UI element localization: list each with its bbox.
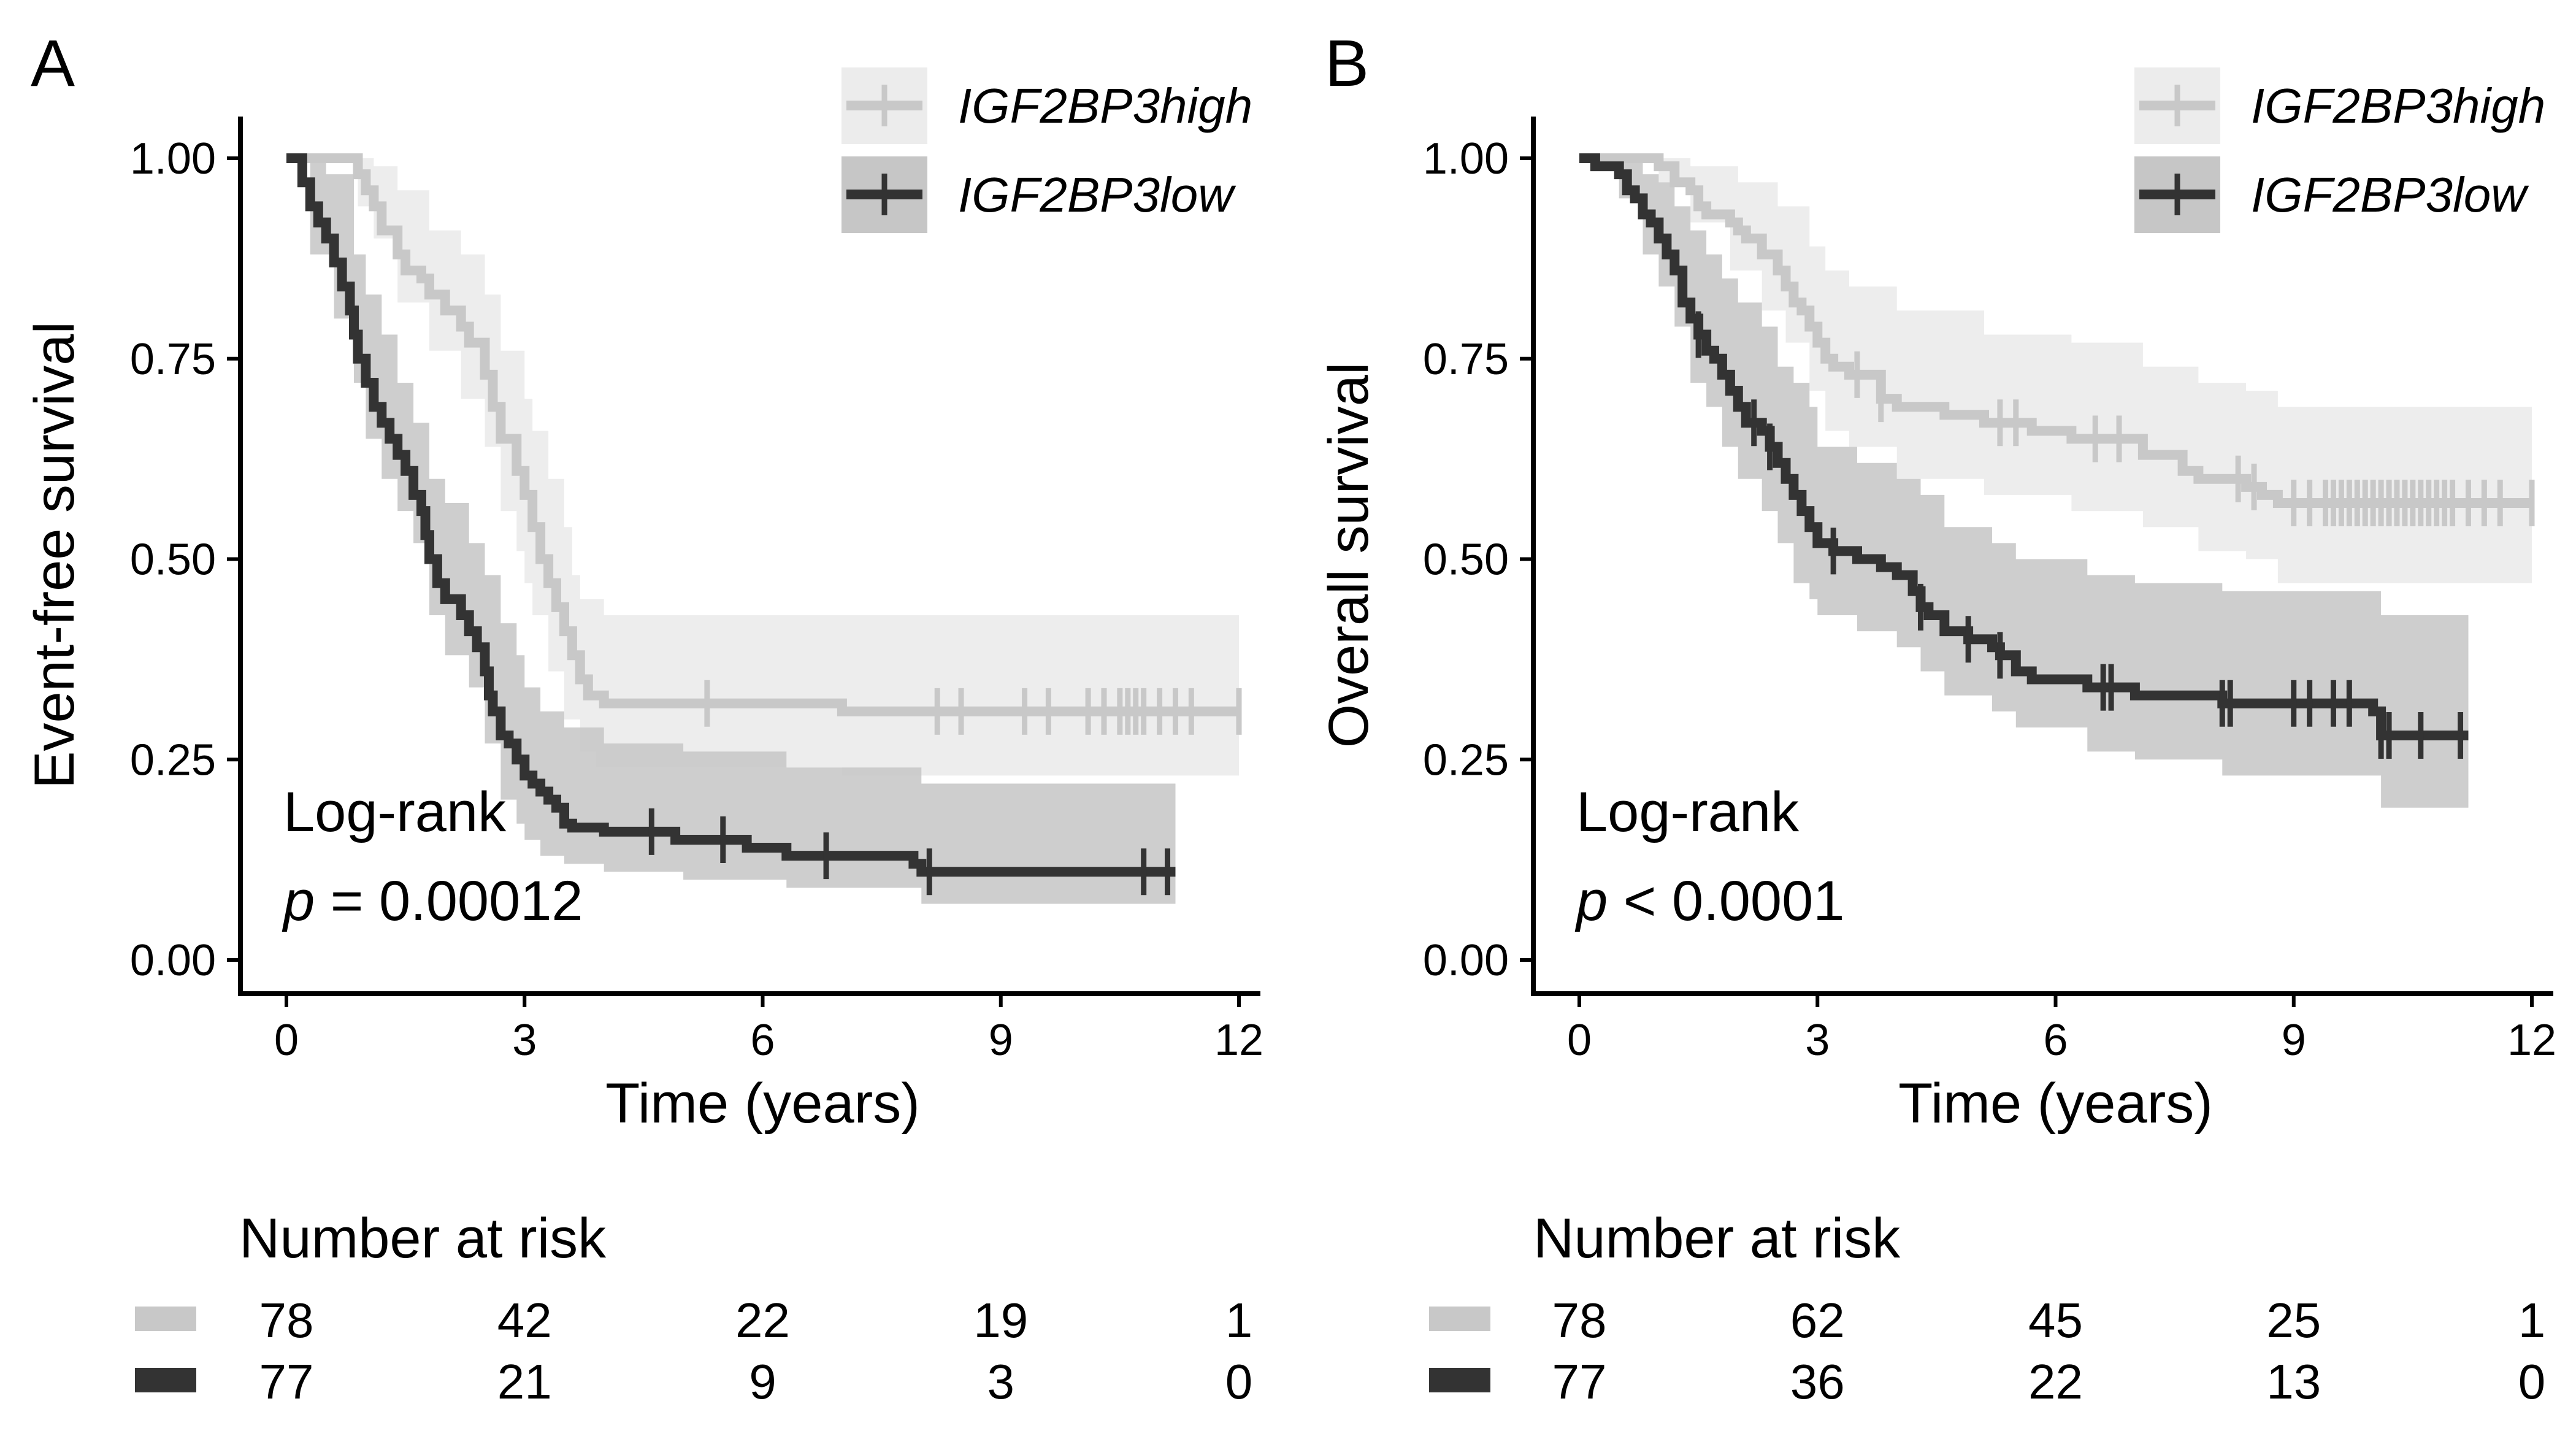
- risk-count: 0: [2518, 1354, 2546, 1409]
- risk-count: 25: [2266, 1293, 2321, 1348]
- y-tick-label: 0.50: [130, 535, 216, 585]
- risk-count: 22: [2028, 1354, 2083, 1409]
- risk-count: 78: [259, 1293, 314, 1348]
- confidence-band-igf2bp3high: [286, 158, 1239, 784]
- p-value-text: < 0.0001: [1608, 870, 1844, 932]
- risk-count: 36: [1790, 1354, 1845, 1409]
- x-tick-label: 9: [2282, 1016, 2306, 1065]
- confidence-band-igf2bp3low: [1579, 158, 2469, 816]
- x-tick-label: 6: [750, 1016, 775, 1065]
- y-axis-title: Overall survival: [1317, 363, 1380, 748]
- x-tick-label: 12: [2507, 1016, 2556, 1065]
- legend-label-igf2bp3high: IGF2BP3high: [2251, 79, 2545, 133]
- risk-count: 21: [497, 1354, 552, 1409]
- x-tick-label: 12: [1214, 1016, 1263, 1065]
- y-tick-label: 0.25: [1423, 735, 1509, 785]
- x-axis-title: Time (years): [1898, 1072, 2213, 1135]
- y-tick-label: 0.25: [130, 735, 216, 785]
- p-value-label: p < 0.0001: [1574, 870, 1844, 932]
- risk-count: 77: [1552, 1354, 1607, 1409]
- risk-row-swatch-igf2bp3low: [135, 1368, 196, 1392]
- risk-count: 77: [259, 1354, 314, 1409]
- risk-row-swatch-igf2bp3high: [1429, 1307, 1490, 1331]
- confidence-band-igf2bp3low: [286, 158, 1176, 912]
- p-value-label: p = 0.00012: [282, 870, 583, 932]
- risk-count: 9: [749, 1354, 776, 1409]
- y-tick-label: 1.00: [130, 134, 216, 183]
- risk-count: 13: [2266, 1354, 2321, 1409]
- x-tick-label: 3: [1805, 1016, 1830, 1065]
- y-tick-label: 0.50: [1423, 535, 1509, 585]
- risk-count: 22: [735, 1293, 790, 1348]
- y-axis-title: Event-free survival: [23, 321, 86, 789]
- risk-count: 45: [2028, 1293, 2083, 1348]
- risk-row-swatch-igf2bp3low: [1429, 1368, 1490, 1392]
- risk-count: 42: [497, 1293, 552, 1348]
- risk-table-title: Number at risk: [239, 1207, 607, 1270]
- risk-count: 0: [1225, 1354, 1253, 1409]
- p-value-text: = 0.00012: [315, 870, 583, 932]
- y-tick-label: 0.75: [130, 335, 216, 384]
- y-tick-label: 1.00: [1423, 134, 1509, 183]
- y-tick-label: 0.75: [1423, 335, 1509, 384]
- x-tick-label: 3: [512, 1016, 537, 1065]
- km-panel-a: A 0.00 0.25 0.50 0.75 1.00 0 3 6 9 12 Time (years) E…: [23, 26, 1263, 1409]
- survival-curve-igf2bp3high: [286, 153, 1239, 716]
- risk-count: 3: [987, 1354, 1015, 1409]
- x-tick-label: 0: [274, 1016, 299, 1065]
- risk-count: 1: [2518, 1293, 2546, 1348]
- survival-curve-igf2bp3low: [286, 153, 1176, 877]
- risk-row-swatch-igf2bp3high: [135, 1307, 196, 1331]
- legend-label-igf2bp3high: IGF2BP3high: [958, 79, 1252, 133]
- panel-label: B: [1325, 26, 1369, 100]
- risk-count: 62: [1790, 1293, 1845, 1348]
- risk-count: 78: [1552, 1293, 1607, 1348]
- logrank-label: Log-rank: [1576, 781, 1800, 843]
- panel-label: A: [31, 26, 75, 100]
- x-axis-title: Time (years): [605, 1072, 920, 1135]
- x-tick-label: 6: [2043, 1016, 2068, 1065]
- p-symbol: p: [1574, 870, 1608, 932]
- y-tick-label: 0.00: [130, 936, 216, 985]
- survival-curve-igf2bp3high: [1579, 153, 2532, 508]
- x-tick-label: 0: [1567, 1016, 1592, 1065]
- x-tick-label: 9: [989, 1016, 1013, 1065]
- logrank-label: Log-rank: [283, 781, 507, 843]
- legend-label-igf2bp3low: IGF2BP3low: [2251, 167, 2529, 222]
- risk-count: 1: [1225, 1293, 1253, 1348]
- legend-label-igf2bp3low: IGF2BP3low: [958, 167, 1236, 222]
- p-symbol: p: [282, 870, 315, 932]
- y-tick-label: 0.00: [1423, 936, 1509, 985]
- risk-table-title: Number at risk: [1533, 1207, 1901, 1270]
- risk-count: 19: [973, 1293, 1028, 1348]
